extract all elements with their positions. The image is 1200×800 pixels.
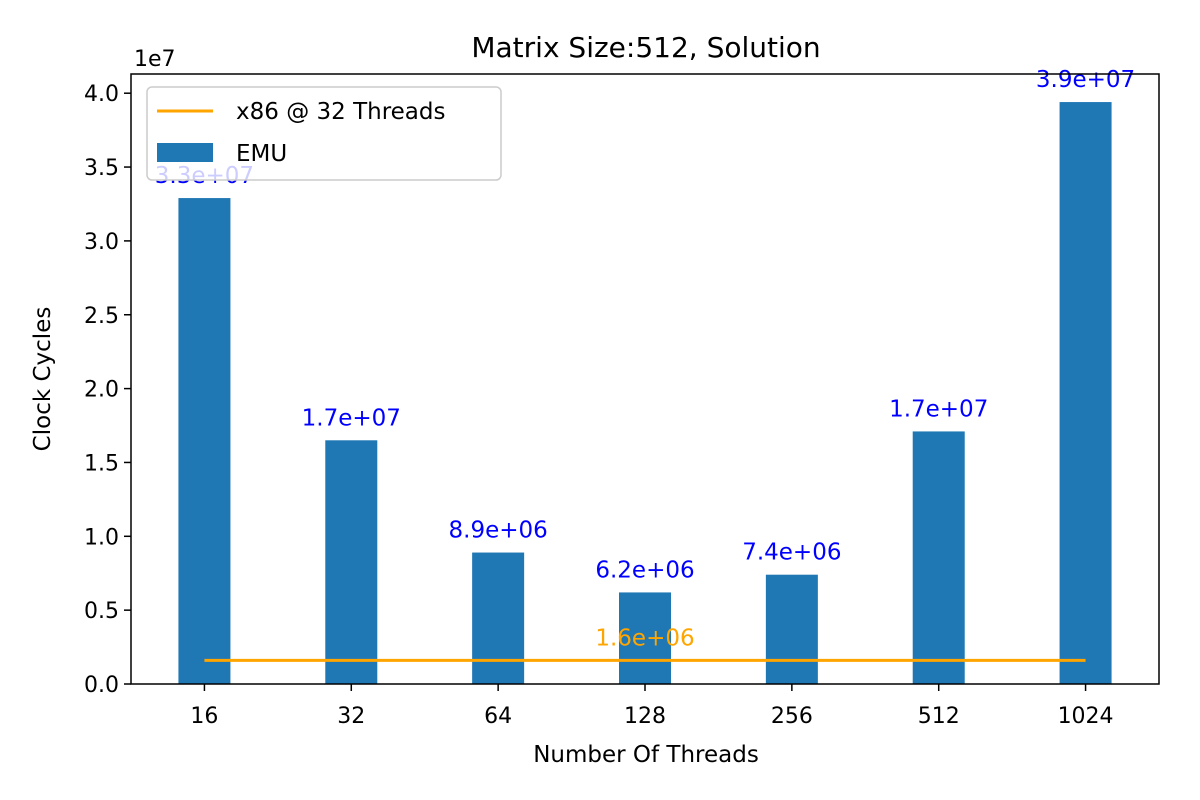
x-axis-ticks: 16 32 64 128 256 512 1024 [190,684,1114,729]
y-tick-label: 1.5 [84,451,119,476]
y-tick-label: 0.0 [84,673,119,698]
x-tick-label: 32 [337,704,365,729]
bar-32 [325,440,378,684]
bar-value-labels: 3.3e+071.7e+078.9e+066.2e+067.4e+061.7e+… [155,67,1135,583]
y-tick-label: 3.5 [84,156,119,181]
legend-box [146,86,502,181]
y-axis-label: Clock Cycles [30,307,56,452]
chart-title: Matrix Size:512, Solution [471,31,820,64]
bar-512 [912,431,965,684]
bar-256 [765,574,818,684]
plot-frame [130,73,1160,685]
y-tick-label: 2.5 [84,304,119,329]
y-tick-label: 1.0 [84,525,119,550]
reference-line-label: 1.6e+06 [595,625,694,651]
bar-16 [178,198,231,684]
x-tick-label: 512 [918,704,960,729]
x-tick-label: 16 [190,704,218,729]
x-axis-label: Number Of Threads [533,742,759,768]
bar-value-label: 8.9e+06 [449,518,548,544]
legend-swatch-emu [157,143,213,162]
bar-series-emu [178,102,1112,685]
legend-label-x86: x86 @ 32 Threads [236,99,445,125]
x-tick-label: 1024 [1058,704,1114,729]
bar-value-label: 1.7e+07 [889,396,988,422]
y-scale-label: 1e7 [134,47,176,72]
y-axis-ticks: 0.0 0.5 1.0 1.5 2.0 2.5 3.0 3.5 4.0 [84,82,131,698]
x-tick-label: 64 [484,704,512,729]
bar-1024 [1059,102,1112,685]
bar-value-label: 6.2e+06 [595,557,694,583]
y-tick-label: 4.0 [84,82,119,107]
y-tick-label: 2.0 [84,378,119,403]
legend: x86 @ 32 Threads EMU [146,86,502,181]
legend-label-emu: EMU [236,141,287,167]
bar-value-label: 7.4e+06 [742,540,841,566]
y-tick-label: 0.5 [84,599,119,624]
x-tick-label: 128 [624,704,666,729]
bar-value-label: 3.9e+07 [1036,67,1135,93]
bar-128 [619,592,671,684]
bar-64 [472,552,525,684]
y-tick-label: 3.0 [84,230,119,255]
bar-value-label: 1.7e+07 [302,405,401,431]
x-tick-label: 256 [771,704,813,729]
